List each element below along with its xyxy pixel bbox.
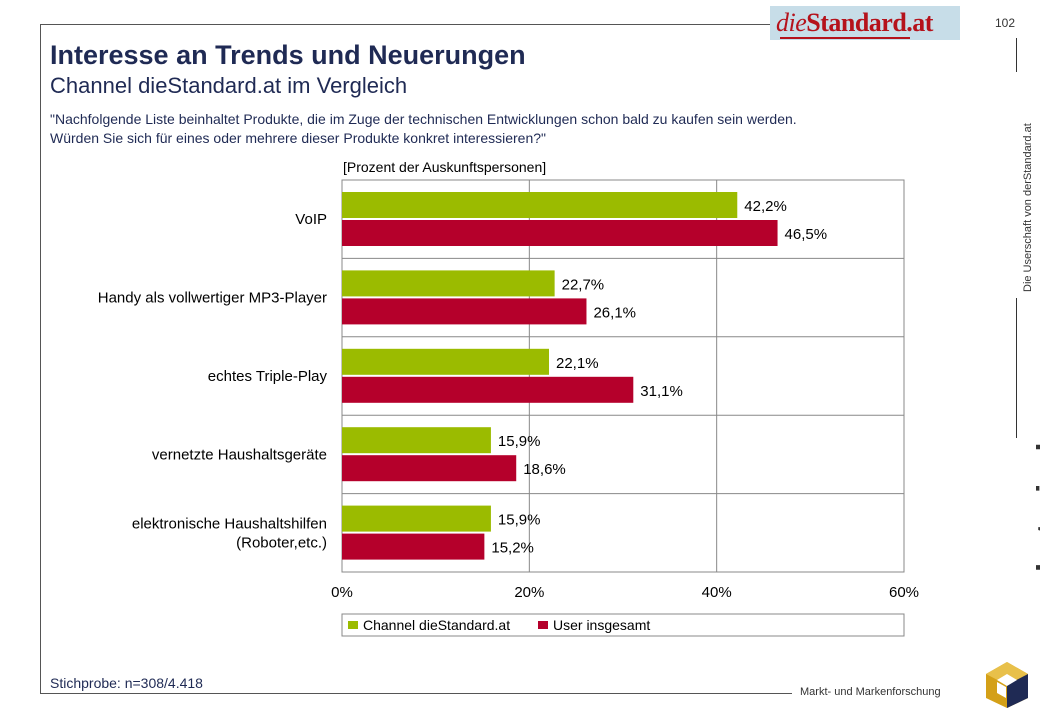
page-number: 102 (995, 16, 1016, 30)
data-label: 15,2% (491, 540, 534, 557)
x-tick-label: 60% (889, 584, 919, 601)
data-label: 42,2% (744, 198, 787, 215)
chart-unit-label: [Prozent der Auskunftspersonen] (343, 159, 546, 175)
category-label: VoIP (295, 211, 327, 228)
data-label: 18,6% (523, 461, 566, 478)
diestandard-logo-text: dieStandard.at (776, 8, 933, 38)
page-subtitle: Channel dieStandard.at im Vergleich (50, 73, 408, 98)
legend-label: User insgesamt (553, 617, 650, 633)
logo-main: Standard.at (806, 8, 933, 37)
marketmind-cube-icon (986, 662, 1028, 708)
x-tick-label: 20% (514, 584, 544, 601)
bar-channel-diestandard (342, 505, 491, 532)
data-label: 31,1% (640, 383, 683, 400)
frame-bottom-line (40, 693, 792, 694)
page-title: Interesse an Trends und Neuerungen (50, 40, 526, 70)
survey-question-line-1: "Nachfolgende Liste beinhaltet Produkte,… (50, 111, 797, 127)
x-tick-label: 40% (702, 584, 732, 601)
data-label: 22,1% (556, 355, 599, 372)
survey-question: "Nachfolgende Liste beinhaltet Produkte,… (50, 110, 950, 148)
data-label: 46,5% (785, 226, 828, 243)
category-label: vernetzte Haushaltsgeräte (152, 446, 327, 463)
legend-swatch (538, 621, 548, 629)
category-label: echtes Triple-Play (208, 368, 328, 385)
logo-prefix: die (776, 8, 807, 37)
data-label: 15,9% (498, 433, 541, 450)
bar-user-insgesamt (342, 220, 778, 246)
category-label: elektronische Haushaltshilfen (132, 515, 327, 532)
frame-left-line (40, 24, 41, 694)
data-label: 22,7% (562, 276, 605, 293)
diestandard-logo (770, 6, 960, 40)
data-label: 15,9% (498, 512, 541, 529)
legend-swatch (348, 621, 358, 629)
x-tick-label: 0% (331, 584, 353, 601)
bar-user-insgesamt (342, 455, 517, 482)
survey-question-line-2: Würden Sie sich für eines oder mehrere d… (50, 130, 546, 146)
bar-channel-diestandard (342, 192, 738, 218)
bar-channel-diestandard (342, 427, 491, 454)
bar-channel-diestandard (342, 270, 555, 297)
data-label: 26,1% (593, 304, 636, 321)
marketmind-tagline: Markt- und Markenforschung (800, 686, 941, 698)
logo-underline (780, 37, 910, 39)
legend-label: Channel dieStandard.at (363, 617, 510, 633)
sidebar-rule-top (1016, 38, 1017, 72)
category-label: (Roboter,etc.) (236, 534, 327, 551)
sample-size: Stichprobe: n=308/4.418 (50, 675, 203, 691)
sidebar-rule-middle (1016, 298, 1017, 438)
bar-user-insgesamt (342, 298, 587, 325)
frame-top-line (40, 24, 960, 25)
category-label: Handy als vollwertiger MP3-Player (98, 290, 327, 307)
bar-channel-diestandard (342, 348, 550, 375)
bar-user-insgesamt (342, 376, 634, 403)
legend (341, 613, 905, 637)
bar-user-insgesamt (342, 533, 485, 560)
